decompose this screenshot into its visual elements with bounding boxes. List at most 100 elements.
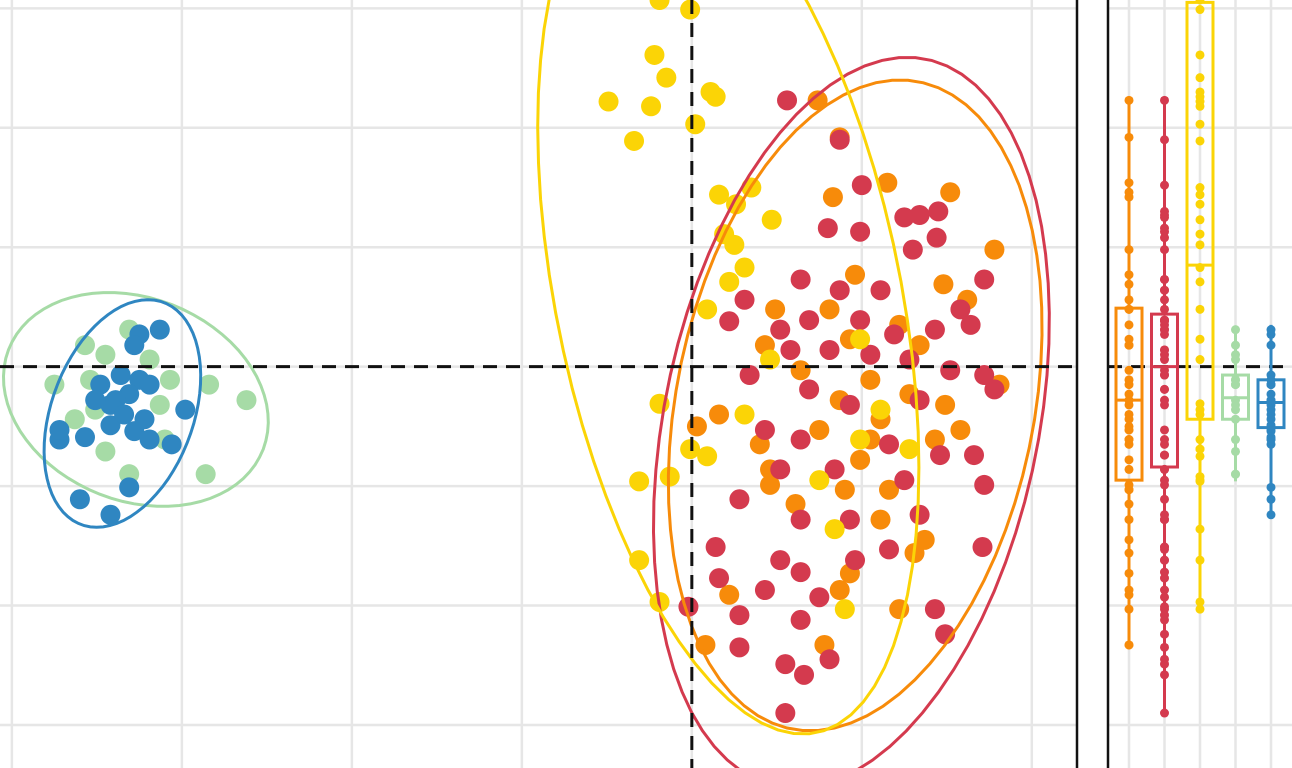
point (790, 609, 811, 630)
strip-point (1124, 604, 1134, 614)
strip-point (1195, 101, 1205, 111)
confidence-ellipse (651, 56, 1051, 768)
point (950, 419, 971, 440)
point (940, 182, 961, 203)
point (909, 504, 930, 525)
point (761, 209, 782, 230)
strip-point (1160, 592, 1169, 602)
strip-point (1160, 450, 1169, 460)
point (709, 568, 730, 589)
strip-point (1160, 642, 1169, 652)
point (74, 335, 95, 356)
point (909, 204, 930, 225)
strip-point (1231, 355, 1240, 365)
strip-point (1124, 499, 1134, 509)
strip-point (1124, 270, 1134, 280)
strip-point (1160, 180, 1169, 190)
strip-point (1195, 199, 1205, 209)
point (729, 605, 750, 626)
point (139, 429, 160, 450)
point (809, 419, 830, 440)
point (909, 390, 930, 411)
point (924, 429, 945, 450)
point (765, 299, 786, 320)
confidence-ellipse (42, 298, 203, 529)
strip-point (1195, 119, 1205, 129)
point (624, 130, 645, 151)
confidence-ellipse (536, 0, 921, 736)
strip-point (1195, 435, 1205, 445)
point (149, 394, 170, 415)
point (729, 489, 750, 510)
point (950, 299, 971, 320)
point (809, 470, 830, 491)
point (775, 703, 796, 724)
point (964, 445, 985, 466)
point (884, 324, 905, 345)
strip-point (1266, 325, 1276, 335)
strip-point (1124, 95, 1134, 105)
point (680, 0, 701, 20)
point (790, 562, 811, 583)
point (159, 369, 180, 390)
point (236, 390, 257, 411)
point (49, 419, 70, 440)
point (656, 67, 677, 88)
strip-point (1160, 285, 1169, 295)
point (754, 580, 775, 601)
point (680, 439, 701, 460)
strip-point (1195, 355, 1205, 365)
point (824, 519, 845, 540)
point (100, 415, 121, 436)
point (139, 374, 160, 395)
point (685, 114, 706, 135)
strip-point (1124, 535, 1134, 545)
point (686, 416, 707, 437)
strip-point (1160, 708, 1169, 718)
point (829, 129, 850, 150)
point (902, 239, 923, 260)
point (74, 427, 95, 448)
point (799, 379, 820, 400)
point (879, 539, 900, 560)
point (984, 379, 1005, 400)
point (817, 218, 838, 239)
strip-point (1160, 510, 1169, 520)
strip-point (1195, 229, 1205, 239)
point (870, 280, 891, 301)
point (734, 404, 755, 425)
point (845, 264, 866, 285)
point (734, 289, 755, 310)
strip-point (1124, 295, 1134, 305)
strip-point (1160, 439, 1169, 449)
point (850, 449, 871, 470)
point (770, 550, 791, 571)
strip-point (1160, 585, 1169, 595)
strip-point (1195, 451, 1205, 461)
point (924, 599, 945, 620)
point (95, 344, 116, 365)
strip-point (1231, 435, 1240, 445)
point (161, 434, 182, 455)
point (960, 314, 981, 335)
strip-point (1160, 320, 1169, 330)
strip-point (1231, 375, 1240, 385)
point (860, 344, 881, 365)
point (629, 471, 650, 492)
point (729, 637, 750, 658)
point (598, 91, 619, 112)
strip-point (1124, 515, 1134, 525)
strip-point (1124, 455, 1134, 465)
point (195, 464, 216, 485)
strip-point (1124, 590, 1134, 600)
point (719, 584, 740, 605)
point (760, 474, 781, 495)
strip-point (1124, 320, 1134, 330)
strip-point (1124, 425, 1134, 435)
point (777, 90, 798, 111)
point (739, 365, 760, 386)
strip-point (1195, 475, 1205, 485)
point (709, 184, 730, 205)
strip-point (1124, 245, 1134, 255)
